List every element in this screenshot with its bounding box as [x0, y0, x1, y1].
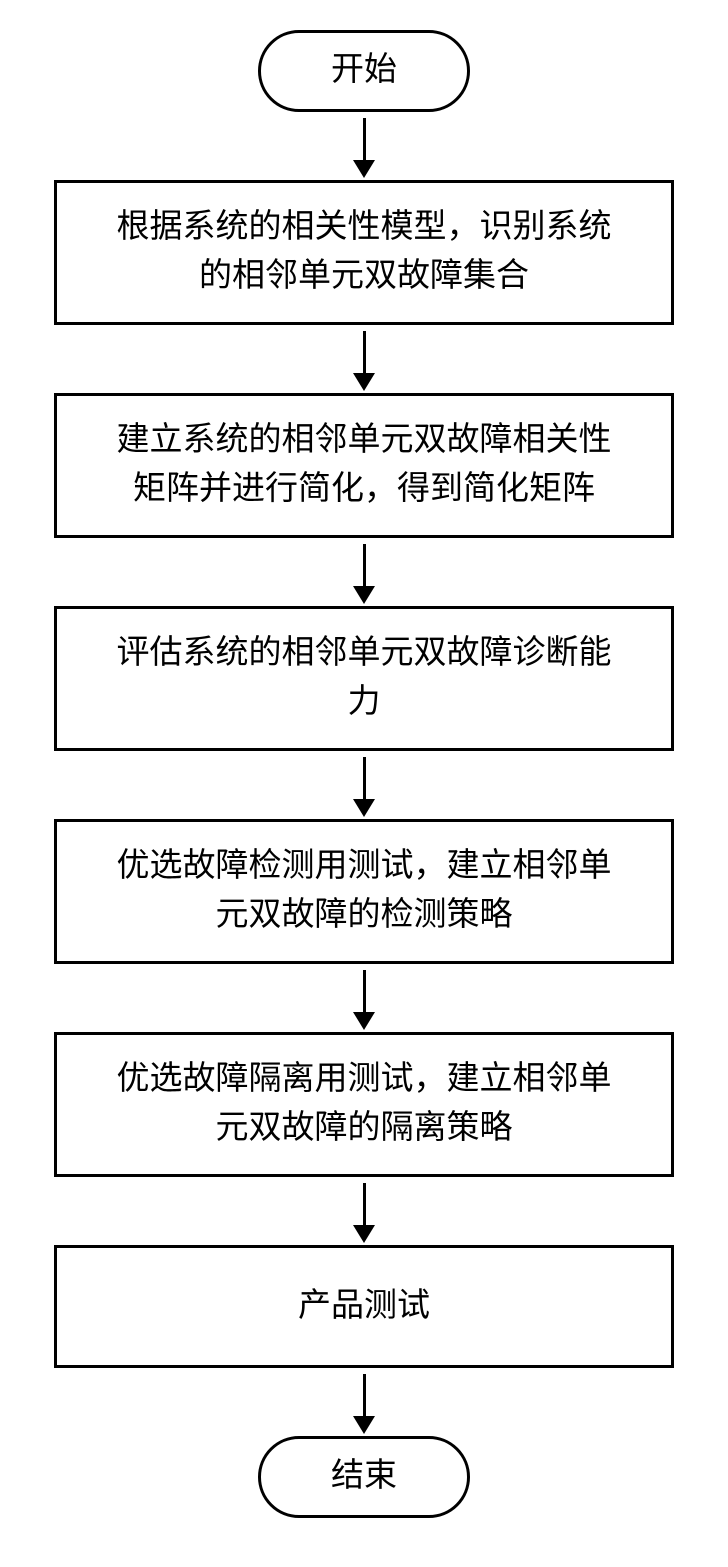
- arrow-3: [353, 544, 375, 604]
- flowchart-container: 开始 根据系统的相关性模型，识别系统 的相邻单元双故障集合 建立系统的相邻单元双…: [54, 30, 674, 1518]
- arrow-line: [363, 544, 366, 586]
- start-label: 开始: [331, 52, 397, 88]
- step5-label: 优选故障隔离用测试，建立相邻单 元双故障的隔离策略: [117, 1055, 612, 1154]
- arrow-head-icon: [353, 586, 375, 604]
- arrow-line: [363, 970, 366, 1012]
- arrow-5: [353, 970, 375, 1030]
- step1-label: 根据系统的相关性模型，识别系统 的相邻单元双故障集合: [117, 203, 612, 302]
- process-step6: 产品测试: [54, 1245, 674, 1369]
- process-step5: 优选故障隔离用测试，建立相邻单 元双故障的隔离策略: [54, 1032, 674, 1177]
- start-terminal: 开始: [258, 30, 470, 112]
- arrow-line: [363, 118, 366, 160]
- process-step2: 建立系统的相邻单元双故障相关性 矩阵并进行简化，得到简化矩阵: [54, 393, 674, 538]
- arrow-head-icon: [353, 1416, 375, 1434]
- end-label: 结束: [331, 1458, 397, 1494]
- step3-label: 评估系统的相邻单元双故障诊断能 力: [117, 629, 612, 728]
- arrow-2: [353, 331, 375, 391]
- arrow-head-icon: [353, 160, 375, 178]
- arrow-6: [353, 1183, 375, 1243]
- arrow-head-icon: [353, 799, 375, 817]
- arrow-head-icon: [353, 373, 375, 391]
- arrow-line: [363, 1183, 366, 1225]
- arrow-4: [353, 757, 375, 817]
- step2-label: 建立系统的相邻单元双故障相关性 矩阵并进行简化，得到简化矩阵: [117, 416, 612, 515]
- process-step3: 评估系统的相邻单元双故障诊断能 力: [54, 606, 674, 751]
- arrow-line: [363, 757, 366, 799]
- end-terminal: 结束: [258, 1436, 470, 1518]
- arrow-1: [353, 118, 375, 178]
- arrow-head-icon: [353, 1225, 375, 1243]
- step6-label: 产品测试: [298, 1282, 430, 1332]
- step4-label: 优选故障检测用测试，建立相邻单 元双故障的检测策略: [117, 842, 612, 941]
- arrow-line: [363, 1374, 366, 1416]
- process-step1: 根据系统的相关性模型，识别系统 的相邻单元双故障集合: [54, 180, 674, 325]
- process-step4: 优选故障检测用测试，建立相邻单 元双故障的检测策略: [54, 819, 674, 964]
- arrow-7: [353, 1374, 375, 1434]
- arrow-head-icon: [353, 1012, 375, 1030]
- arrow-line: [363, 331, 366, 373]
